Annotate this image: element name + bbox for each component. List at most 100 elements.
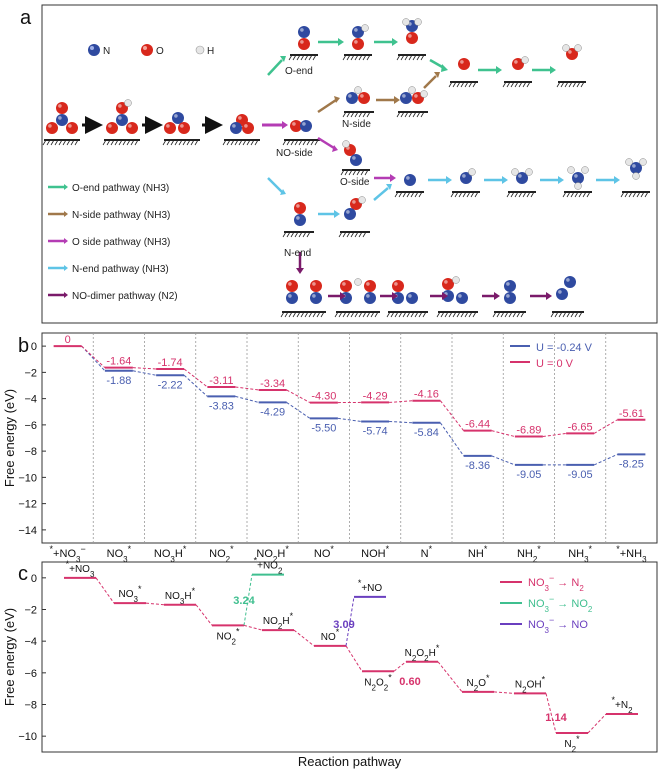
atom xyxy=(46,122,58,134)
atom-highlight xyxy=(458,294,462,298)
x-category-label: NO3* xyxy=(107,544,132,564)
surface-hatch xyxy=(296,311,301,318)
data-label: -9.05 xyxy=(568,469,593,481)
surface-hatch xyxy=(468,311,473,318)
y-tick-label: −6 xyxy=(24,420,37,432)
surface-hatch xyxy=(456,311,461,318)
surface-hatch xyxy=(562,311,567,318)
surface-hatch xyxy=(506,191,511,198)
surface-hatch xyxy=(456,81,461,88)
atom-legend-n: N xyxy=(103,46,110,57)
atom xyxy=(468,168,476,176)
data-label: -5.74 xyxy=(363,425,388,437)
surface-hatch xyxy=(114,139,119,146)
atom xyxy=(406,32,418,44)
surface-hatch xyxy=(458,191,463,198)
atom-highlight xyxy=(408,294,412,298)
surface-hatch xyxy=(554,311,559,318)
connector-line xyxy=(81,345,106,369)
surface-hatch xyxy=(520,311,525,318)
surface-hatch xyxy=(628,191,633,198)
surface-hatch xyxy=(186,139,191,146)
connector-line xyxy=(337,417,362,422)
data-label: -6.89 xyxy=(516,425,541,437)
atom xyxy=(361,24,369,32)
surface-hatch xyxy=(362,311,367,318)
x-category-label: NH* xyxy=(468,544,488,560)
surface-hatch xyxy=(50,139,55,146)
x-category-label: NO3H* xyxy=(154,544,187,564)
legend-label: NO3− → NO xyxy=(528,615,588,635)
surface-hatch xyxy=(576,81,581,88)
atom-highlight xyxy=(574,174,578,178)
data-label: -3.34 xyxy=(260,378,285,390)
surface-hatch xyxy=(366,111,371,118)
atom xyxy=(574,182,582,190)
atom-highlight xyxy=(238,116,242,120)
atom xyxy=(298,38,310,50)
data-label: -3.11 xyxy=(209,375,233,387)
atom-highlight xyxy=(346,210,350,214)
data-label: -4.16 xyxy=(414,389,439,401)
atom xyxy=(164,122,176,134)
surface-hatch xyxy=(566,311,571,318)
atom xyxy=(414,18,422,26)
surface-hatch xyxy=(406,191,411,198)
state-label: N2* xyxy=(564,734,580,754)
surface-hatch xyxy=(340,169,345,176)
surface-hatch xyxy=(410,311,415,318)
surface-hatch xyxy=(162,139,167,146)
atom xyxy=(625,158,633,166)
atom-highlight xyxy=(118,104,122,108)
surface-hatch xyxy=(294,139,299,146)
atom xyxy=(172,112,184,124)
atom xyxy=(564,276,576,288)
chart-c-frame xyxy=(41,561,658,753)
data-label: -4.29 xyxy=(260,406,285,418)
state-label: NO* xyxy=(321,627,340,643)
surface-hatch xyxy=(530,191,535,198)
surface-hatch xyxy=(178,139,183,146)
state-label: N2OH* xyxy=(515,674,546,694)
molecule-drawings xyxy=(42,18,650,318)
surface-hatch xyxy=(518,191,523,198)
data-label: -5.50 xyxy=(311,422,336,434)
surface-hatch xyxy=(46,139,51,146)
surface-hatch xyxy=(454,191,459,198)
connector-line xyxy=(345,645,363,672)
state-label: NO2H* xyxy=(263,611,294,631)
atom xyxy=(300,120,312,132)
label-o-side: O-side xyxy=(340,177,370,188)
x-category-label: NO2* xyxy=(209,544,234,564)
surface-hatch xyxy=(182,139,187,146)
connector-line xyxy=(393,661,407,672)
atom xyxy=(242,122,254,134)
surface-hatch xyxy=(640,191,645,198)
surface-hatch xyxy=(342,311,347,318)
surface-hatch xyxy=(190,139,195,146)
y-tick-label: −10 xyxy=(18,731,37,743)
surface-hatch xyxy=(492,311,497,318)
surface-hatch xyxy=(290,231,295,238)
state-label: N2O* xyxy=(467,673,490,693)
surface-hatch xyxy=(170,139,175,146)
atom-highlight xyxy=(58,104,62,108)
connector-line xyxy=(439,422,465,457)
surface-hatch xyxy=(302,139,307,146)
barrier-annotation: 3.09 xyxy=(333,619,354,631)
surface-hatch xyxy=(394,311,399,318)
surface-hatch xyxy=(102,139,107,146)
data-label: -2.22 xyxy=(158,379,183,391)
state-label: NO3H* xyxy=(165,586,196,606)
surface-hatch xyxy=(358,111,363,118)
pathway-legend: O-end pathway (NH3) N-side pathway (NH3)… xyxy=(48,183,178,302)
legend-label: NO3− → N2 xyxy=(528,573,584,593)
atom xyxy=(504,280,516,292)
surface-hatch xyxy=(374,311,379,318)
x-category-label: *+NO3− xyxy=(50,544,86,564)
atom xyxy=(342,140,350,148)
atom xyxy=(364,292,376,304)
surface-hatch xyxy=(298,139,303,146)
atom-highlight xyxy=(462,174,466,178)
